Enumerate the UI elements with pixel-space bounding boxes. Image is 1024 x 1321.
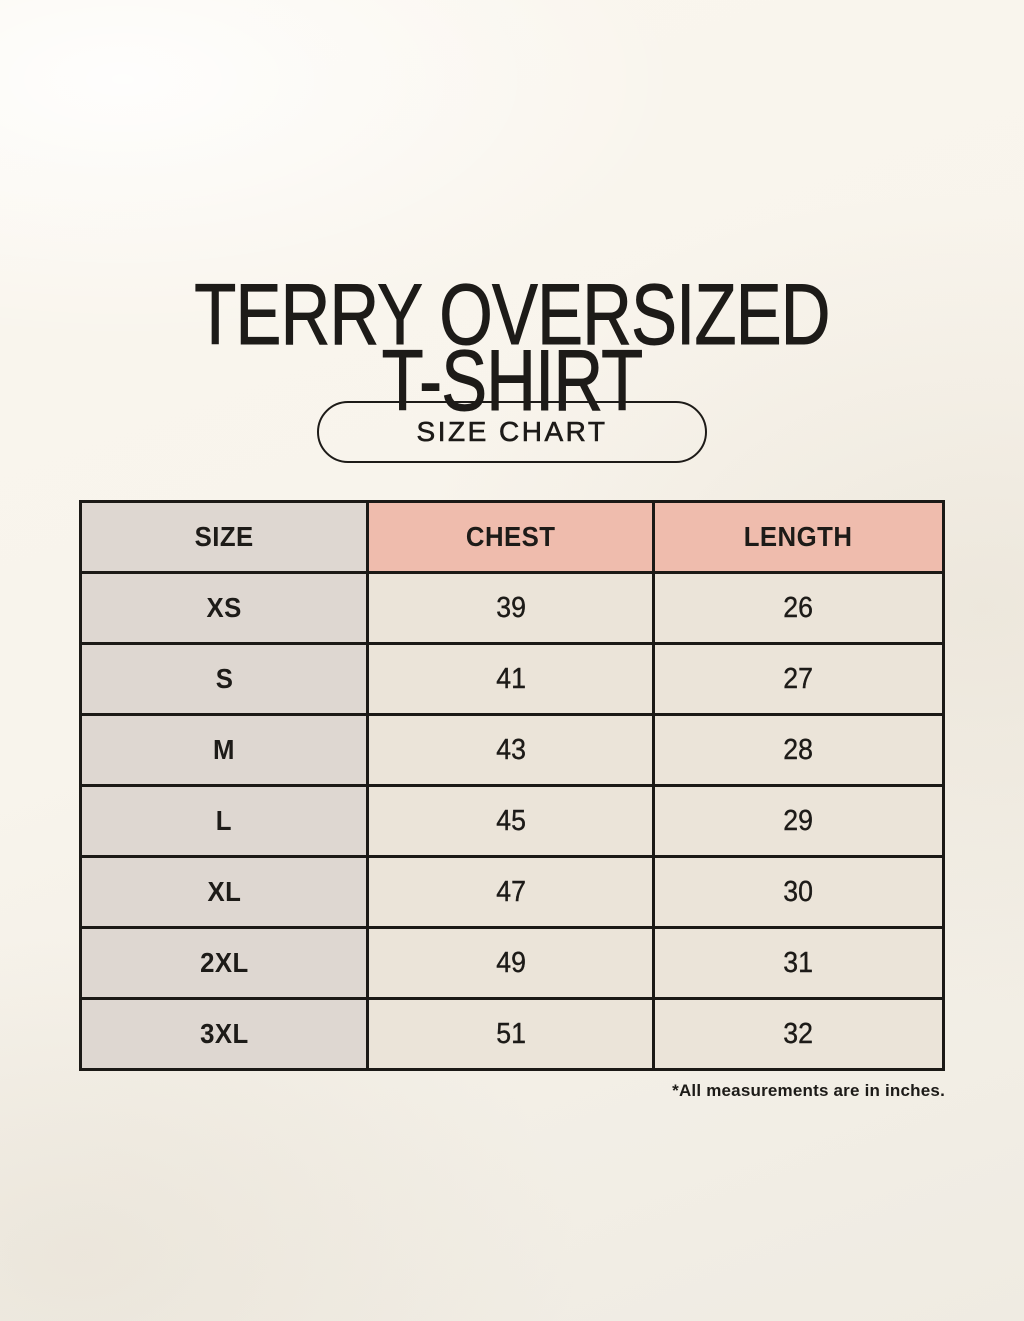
chest-cell: 41	[366, 642, 656, 716]
page-title-line2: T-SHIRT	[381, 332, 643, 429]
chest-cell: 45	[366, 784, 656, 858]
column-header-length-label: LENGTH	[744, 521, 853, 552]
chest-cell: 43	[366, 713, 656, 787]
table-row: XL 47 30	[78, 855, 945, 929]
page-title: TERRY OVERSIZED T-SHIRT	[0, 266, 1024, 429]
size-cell-text: S	[215, 663, 234, 694]
size-cell-text: 3XL	[199, 1018, 249, 1049]
chest-cell: 49	[366, 926, 656, 1000]
length-cell-text: 32	[783, 1017, 814, 1050]
size-chart-button[interactable]: SIZE CHART	[317, 401, 707, 463]
length-cell: 29	[652, 784, 945, 858]
table-header-row: SIZE CHEST LENGTH	[78, 500, 945, 574]
length-cell: 28	[652, 713, 945, 787]
table-row: L 45 29	[78, 784, 945, 858]
table-row: 2XL 49 31	[78, 926, 945, 1000]
chest-cell-text: 43	[495, 733, 526, 766]
length-cell-text: 31	[783, 946, 814, 979]
length-cell-text: 29	[783, 804, 814, 837]
size-chart-button-label: SIZE CHART	[416, 416, 608, 448]
size-cell-text: XL	[207, 876, 242, 907]
length-cell: 32	[652, 997, 945, 1071]
length-cell-text: 26	[783, 591, 814, 624]
table-row: 3XL 51 32	[78, 997, 945, 1071]
table-row: XS 39 26	[78, 571, 945, 645]
page-title-line1: TERRY OVERSIZED	[194, 266, 831, 363]
length-cell-text: 27	[783, 662, 814, 695]
size-cell-text: L	[216, 805, 233, 836]
measurements-footnote: *All measurements are in inches.	[672, 1081, 945, 1100]
chest-cell-text: 49	[495, 946, 526, 979]
chest-cell: 39	[366, 571, 656, 645]
size-chart-table: SIZE CHEST LENGTH XS 39 26 S 41 27 M 43 …	[78, 500, 945, 1071]
size-cell: M	[78, 713, 370, 787]
chest-cell: 47	[366, 855, 656, 929]
size-cell: L	[78, 784, 370, 858]
length-cell-text: 28	[783, 733, 814, 766]
column-header-chest: CHEST	[366, 500, 656, 574]
size-cell-text: XS	[206, 592, 242, 623]
chest-cell-text: 39	[495, 591, 526, 624]
size-cell: XL	[78, 855, 370, 929]
length-cell: 26	[652, 571, 945, 645]
length-cell: 31	[652, 926, 945, 1000]
size-cell-text: 2XL	[199, 947, 249, 978]
chest-cell-text: 51	[495, 1017, 526, 1050]
column-header-length: LENGTH	[652, 500, 945, 574]
table-row: M 43 28	[78, 713, 945, 787]
table-row: S 41 27	[78, 642, 945, 716]
length-cell-text: 30	[783, 875, 814, 908]
column-header-chest-label: CHEST	[465, 521, 556, 552]
chest-cell-text: 45	[495, 804, 526, 837]
length-cell: 30	[652, 855, 945, 929]
size-cell: 2XL	[78, 926, 370, 1000]
size-cell: 3XL	[78, 997, 370, 1071]
size-cell-text: M	[213, 734, 236, 765]
chest-cell-text: 47	[495, 875, 526, 908]
column-header-size-label: SIZE	[194, 521, 254, 552]
size-cell: XS	[78, 571, 370, 645]
chest-cell-text: 41	[495, 662, 526, 695]
chest-cell: 51	[366, 997, 656, 1071]
size-cell: S	[78, 642, 370, 716]
length-cell: 27	[652, 642, 945, 716]
column-header-size: SIZE	[78, 500, 370, 574]
